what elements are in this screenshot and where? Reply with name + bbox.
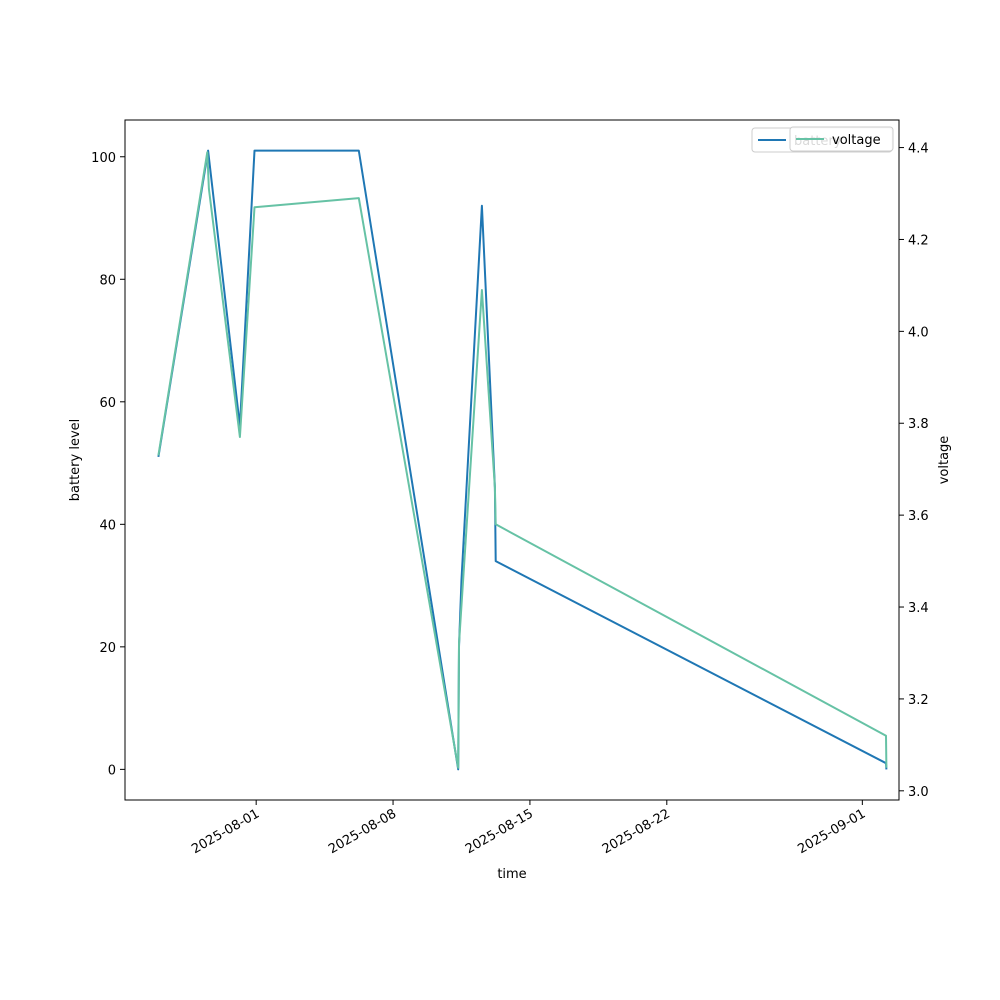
x-tick-label: 2025-08-01 (189, 806, 262, 857)
y-right-tick-label: 3.8 (908, 417, 929, 432)
y-left-tick-label: 0 (108, 763, 116, 778)
y-left-tick-label: 40 (99, 518, 116, 533)
legend: batteryvoltage (751, 126, 894, 153)
x-tick-label: 2025-08-22 (600, 806, 673, 857)
y-left-tick-label: 20 (99, 641, 116, 656)
plot-frame (124, 119, 900, 801)
x-tick-label: 2025-09-01 (795, 806, 868, 857)
x-axis-label: time (497, 867, 526, 882)
y-axis-left-label: battery level (68, 419, 83, 502)
x-tick-label: 2025-08-08 (326, 806, 399, 857)
y-right-tick-label: 3.2 (908, 693, 929, 708)
x-tick-label: 2025-08-15 (463, 806, 536, 857)
y-right-tick-label: 4.4 (908, 142, 929, 157)
y-left-tick-label: 100 (91, 151, 116, 166)
series-layer (157, 149, 888, 771)
y-axis-right-label: voltage (937, 436, 952, 485)
y-right-tick-label: 3.4 (908, 601, 929, 616)
y-left-tick-label: 80 (99, 273, 116, 288)
y-right-tick-label: 4.0 (908, 325, 929, 340)
y-left-tick-label: 60 (99, 396, 116, 411)
y-right-tick-label: 3.6 (908, 509, 929, 524)
y-right-tick-label: 3.0 (908, 785, 929, 800)
legend-box (789, 126, 894, 152)
y-right-tick-label: 4.2 (908, 233, 929, 248)
series-line-voltage (157, 151, 888, 769)
legend-label-voltage: voltage (832, 133, 881, 148)
